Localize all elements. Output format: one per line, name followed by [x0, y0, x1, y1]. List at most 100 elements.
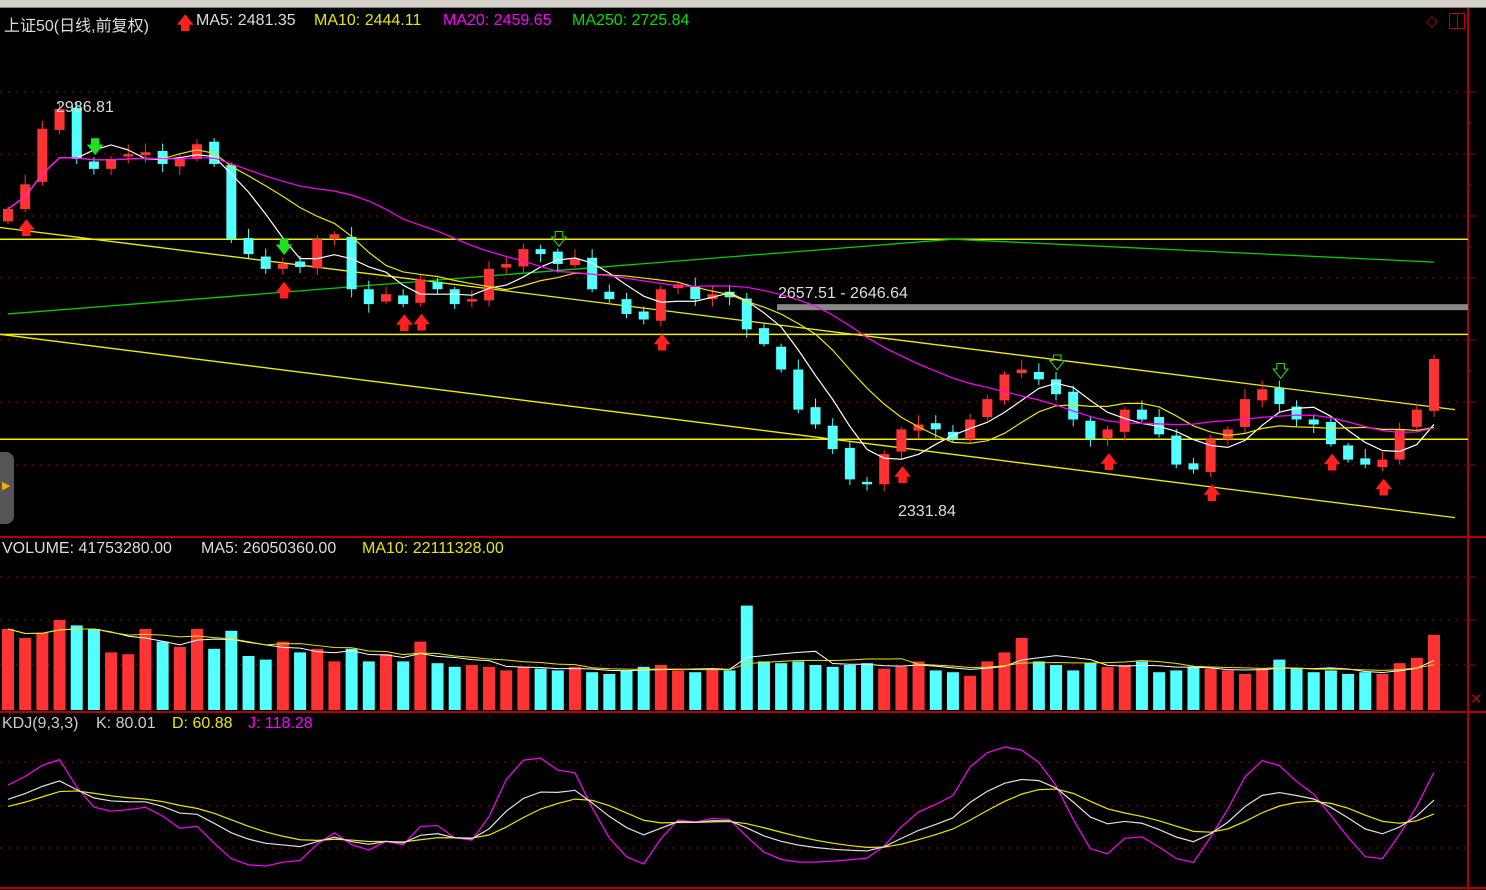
layout-toggle-icon[interactable]: [1449, 13, 1465, 29]
volume-bar: [1204, 668, 1217, 710]
diamond-icon[interactable]: ◇: [1426, 13, 1438, 30]
candle-body: [226, 165, 237, 240]
candle-body: [552, 251, 563, 264]
volume-bar: [36, 632, 49, 710]
kdj-j-legend: J: 118.28: [248, 715, 313, 732]
volume-bar: [1428, 634, 1440, 710]
volume-bar: [998, 652, 1011, 710]
expand-arrow-icon: ▶: [2, 480, 11, 492]
volume-bar: [1135, 661, 1148, 710]
candle-body: [982, 399, 993, 418]
volume-bar: [1084, 663, 1097, 710]
close-panel-icon[interactable]: ✕: [1470, 691, 1483, 708]
hollow-signal-arrow-icon: 🡇: [551, 232, 567, 249]
candle-body: [1291, 406, 1302, 420]
candle-body: [449, 289, 460, 305]
candle-body: [879, 454, 890, 485]
candle-body: [277, 263, 288, 269]
volume-bar: [757, 661, 770, 710]
candle-body: [71, 107, 82, 160]
volume-bar: [1067, 670, 1080, 710]
candle-body: [965, 419, 976, 440]
candle-body: [484, 268, 495, 301]
up-arrow-icon: 🡅: [176, 13, 195, 33]
volume-bar: [1290, 668, 1303, 710]
candle-body: [844, 447, 855, 480]
volume-bar: [551, 670, 564, 710]
volume-legend: VOLUME: 41753280.00: [2, 540, 172, 557]
ma5-line: [7, 144, 1435, 460]
volume-bar: [1187, 666, 1200, 710]
volume-bar: [1256, 668, 1269, 710]
side-panel-toggle[interactable]: ▶: [0, 452, 14, 524]
volume-bar: [122, 654, 135, 710]
volume-bar: [1050, 665, 1063, 710]
candle-body: [501, 263, 512, 268]
volume-bar: [637, 666, 650, 710]
volume-ma5-legend: MA5: 26050360.00: [201, 540, 337, 557]
candle-body: [329, 234, 340, 239]
hollow-signal-arrow-icon: 🡇: [1272, 364, 1288, 381]
candle-body: [260, 256, 271, 269]
volume-bar: [105, 652, 118, 710]
kdj-k-line: [7, 778, 1435, 852]
ma10-line: [7, 149, 1435, 444]
volume-bar: [242, 656, 255, 710]
volume-bar: [586, 672, 599, 710]
volume-ma10-legend: MA10: 22111328.00: [362, 540, 504, 557]
volume-bar: [1118, 665, 1131, 710]
volume-bar: [534, 668, 547, 710]
volume-bar: [87, 629, 100, 710]
volume-bar: [225, 630, 238, 710]
candle-body: [535, 249, 546, 255]
candle-body: [1205, 439, 1216, 472]
volume-bar: [465, 665, 478, 710]
sell-signal-arrow-icon: 🡇: [86, 137, 105, 157]
candle-body: [913, 424, 924, 431]
volume-bar: [792, 661, 805, 710]
volume-bar: [1359, 672, 1372, 710]
volume-bar: [208, 648, 221, 710]
candle-body: [930, 423, 941, 430]
volume-bar: [362, 661, 375, 710]
candle-body: [1085, 420, 1096, 440]
candle-body: [1325, 421, 1336, 445]
volume-bar: [878, 668, 891, 710]
volume-ma10-line: [7, 628, 1435, 671]
candle-body: [466, 299, 477, 302]
high-price-annotation: 2986.81: [56, 99, 114, 116]
candle-body: [380, 294, 391, 302]
volume-bar: [1032, 661, 1045, 710]
volume-bar: [981, 661, 994, 710]
kdj-j-line: [7, 746, 1435, 867]
candle-body: [827, 425, 838, 450]
candle-body: [54, 109, 65, 130]
candle-body: [123, 154, 134, 157]
candle-body: [638, 311, 649, 320]
buy-signal-arrow-icon: 🡅: [1100, 452, 1119, 472]
volume-bar: [259, 659, 272, 710]
volume-bar: [1221, 670, 1234, 710]
candle-body: [655, 289, 666, 321]
kdj-k-legend: K: 80.01: [96, 715, 156, 732]
candle-body: [569, 259, 580, 266]
candle-body: [1429, 359, 1439, 411]
volume-bar: [775, 663, 788, 710]
candle-body: [346, 236, 357, 290]
range-annotation: 2657.51 - 2646.64: [778, 285, 908, 302]
candle-body: [1171, 435, 1182, 465]
candle-body: [1136, 409, 1147, 420]
candle-body: [1016, 369, 1027, 374]
candle-body: [140, 152, 151, 156]
sell-signal-arrow-icon: 🡇: [275, 237, 294, 257]
volume-bar: [500, 670, 513, 710]
candle-body: [758, 328, 769, 345]
candle-body: [862, 481, 873, 485]
candle-body: [157, 150, 168, 164]
volume-bar: [276, 641, 289, 710]
volume-bar: [345, 648, 358, 710]
volume-bar: [517, 666, 530, 710]
buy-signal-arrow-icon: 🡅: [653, 332, 672, 352]
candle-body: [88, 161, 99, 169]
window-top-bar: [0, 0, 1486, 8]
